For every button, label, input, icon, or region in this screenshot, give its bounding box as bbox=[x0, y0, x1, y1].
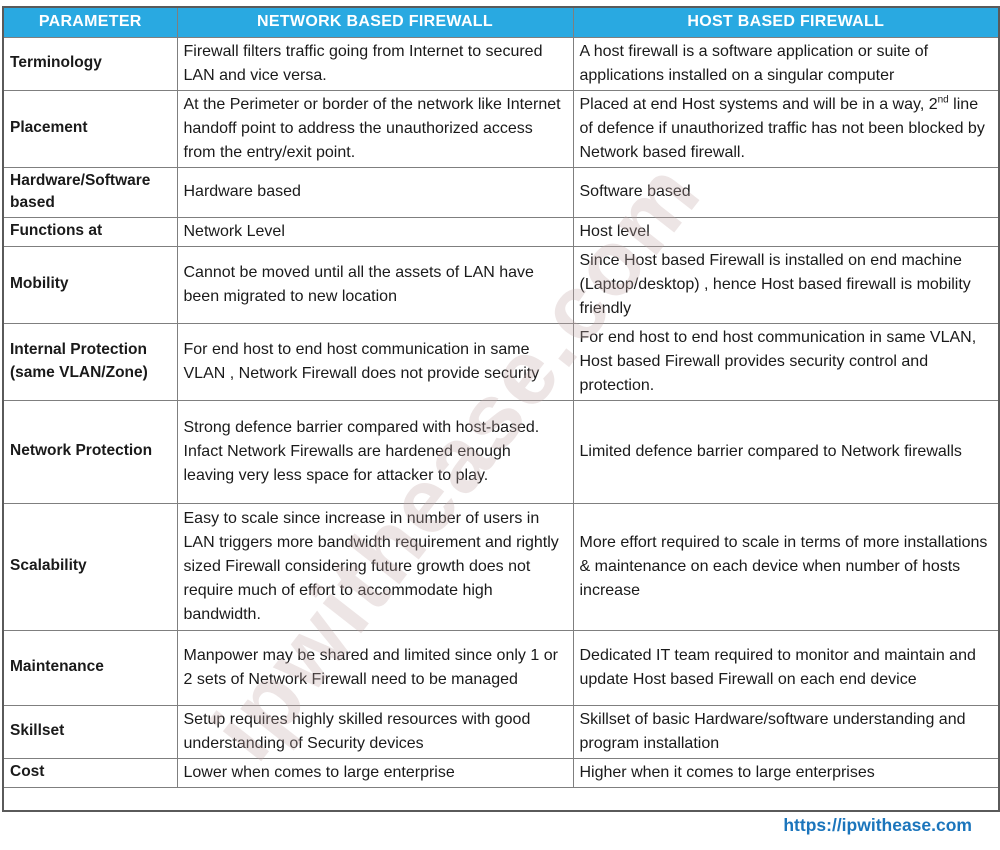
host-cell-text: Placed at end Host systems and will be i… bbox=[579, 95, 938, 113]
parameter-cell: Mobility bbox=[2, 245, 178, 324]
network-cell: Strong defence barrier compared with hos… bbox=[176, 399, 574, 504]
host-cell: For end host to end host communication i… bbox=[572, 322, 1000, 401]
parameter-cell: Cost bbox=[2, 757, 178, 788]
table-row: Mobility Cannot be moved until all the a… bbox=[2, 245, 1000, 324]
host-cell: More effort required to scale in terms o… bbox=[572, 502, 1000, 631]
empty-row bbox=[2, 786, 1000, 812]
network-cell: Hardware based bbox=[176, 166, 574, 218]
table-row: Functions at Network Level Host level bbox=[2, 216, 1000, 247]
parameter-cell: Hardware/Software based bbox=[2, 166, 178, 218]
table-row: Network Protection Strong defence barrie… bbox=[2, 399, 1000, 504]
network-cell: Cannot be moved until all the assets of … bbox=[176, 245, 574, 324]
parameter-cell: Maintenance bbox=[2, 629, 178, 706]
header-parameter: PARAMETER bbox=[2, 6, 178, 38]
parameter-cell: Terminology bbox=[2, 36, 178, 91]
host-cell: Placed at end Host systems and will be i… bbox=[572, 89, 1000, 168]
host-cell-text: line of defence if unauthorized traffic … bbox=[579, 95, 985, 161]
comparison-table-wrapper: PARAMETER NETWORK BASED FIREWALL HOST BA… bbox=[2, 6, 1000, 812]
network-cell: Setup requires highly skilled resources … bbox=[176, 704, 574, 759]
network-cell: For end host to end host communication i… bbox=[176, 322, 574, 401]
table-row: Hardware/Software based Hardware based S… bbox=[2, 166, 1000, 218]
superscript-nd: nd bbox=[937, 94, 949, 106]
host-cell: Higher when it comes to large enterprise… bbox=[572, 757, 1000, 788]
table-row: Placement At the Perimeter or border of … bbox=[2, 89, 1000, 168]
host-cell: Skillset of basic Hardware/software unde… bbox=[572, 704, 1000, 759]
host-cell: Host level bbox=[572, 216, 1000, 247]
network-cell: Firewall filters traffic going from Inte… bbox=[176, 36, 574, 91]
network-cell: Easy to scale since increase in number o… bbox=[176, 502, 574, 631]
network-cell: At the Perimeter or border of the networ… bbox=[176, 89, 574, 168]
host-cell: Since Host based Firewall is installed o… bbox=[572, 245, 1000, 324]
header-network-firewall: NETWORK BASED FIREWALL bbox=[176, 6, 574, 38]
host-cell: Limited defence barrier compared to Netw… bbox=[572, 399, 1000, 504]
table-row: Scalability Easy to scale since increase… bbox=[2, 502, 1000, 631]
table-row: Terminology Firewall filters traffic goi… bbox=[2, 36, 1000, 91]
parameter-cell: Scalability bbox=[2, 502, 178, 631]
network-cell: Lower when comes to large enterprise bbox=[176, 757, 574, 788]
header-row: PARAMETER NETWORK BASED FIREWALL HOST BA… bbox=[2, 6, 1000, 38]
parameter-cell: Skillset bbox=[2, 704, 178, 759]
table-row: Internal Protection (same VLAN/Zone) For… bbox=[2, 322, 1000, 401]
table-row: Maintenance Manpower may be shared and l… bbox=[2, 629, 1000, 706]
parameter-cell: Internal Protection (same VLAN/Zone) bbox=[2, 322, 178, 401]
footer: https://ipwithease.com bbox=[2, 815, 998, 836]
host-cell: A host firewall is a software applicatio… bbox=[572, 36, 1000, 91]
empty-cell bbox=[2, 786, 1000, 812]
parameter-cell: Functions at bbox=[2, 216, 178, 247]
table-row: Skillset Setup requires highly skilled r… bbox=[2, 704, 1000, 759]
table-row: Cost Lower when comes to large enterpris… bbox=[2, 757, 1000, 788]
host-cell: Software based bbox=[572, 166, 1000, 218]
header-host-firewall: HOST BASED FIREWALL bbox=[572, 6, 1000, 38]
parameter-cell: Placement bbox=[2, 89, 178, 168]
network-cell: Manpower may be shared and limited since… bbox=[176, 629, 574, 706]
host-cell: Dedicated IT team required to monitor an… bbox=[572, 629, 1000, 706]
network-cell: Network Level bbox=[176, 216, 574, 247]
firewall-comparison-table: PARAMETER NETWORK BASED FIREWALL HOST BA… bbox=[2, 6, 1000, 812]
parameter-cell: Network Protection bbox=[2, 399, 178, 504]
website-link[interactable]: https://ipwithease.com bbox=[783, 815, 972, 835]
